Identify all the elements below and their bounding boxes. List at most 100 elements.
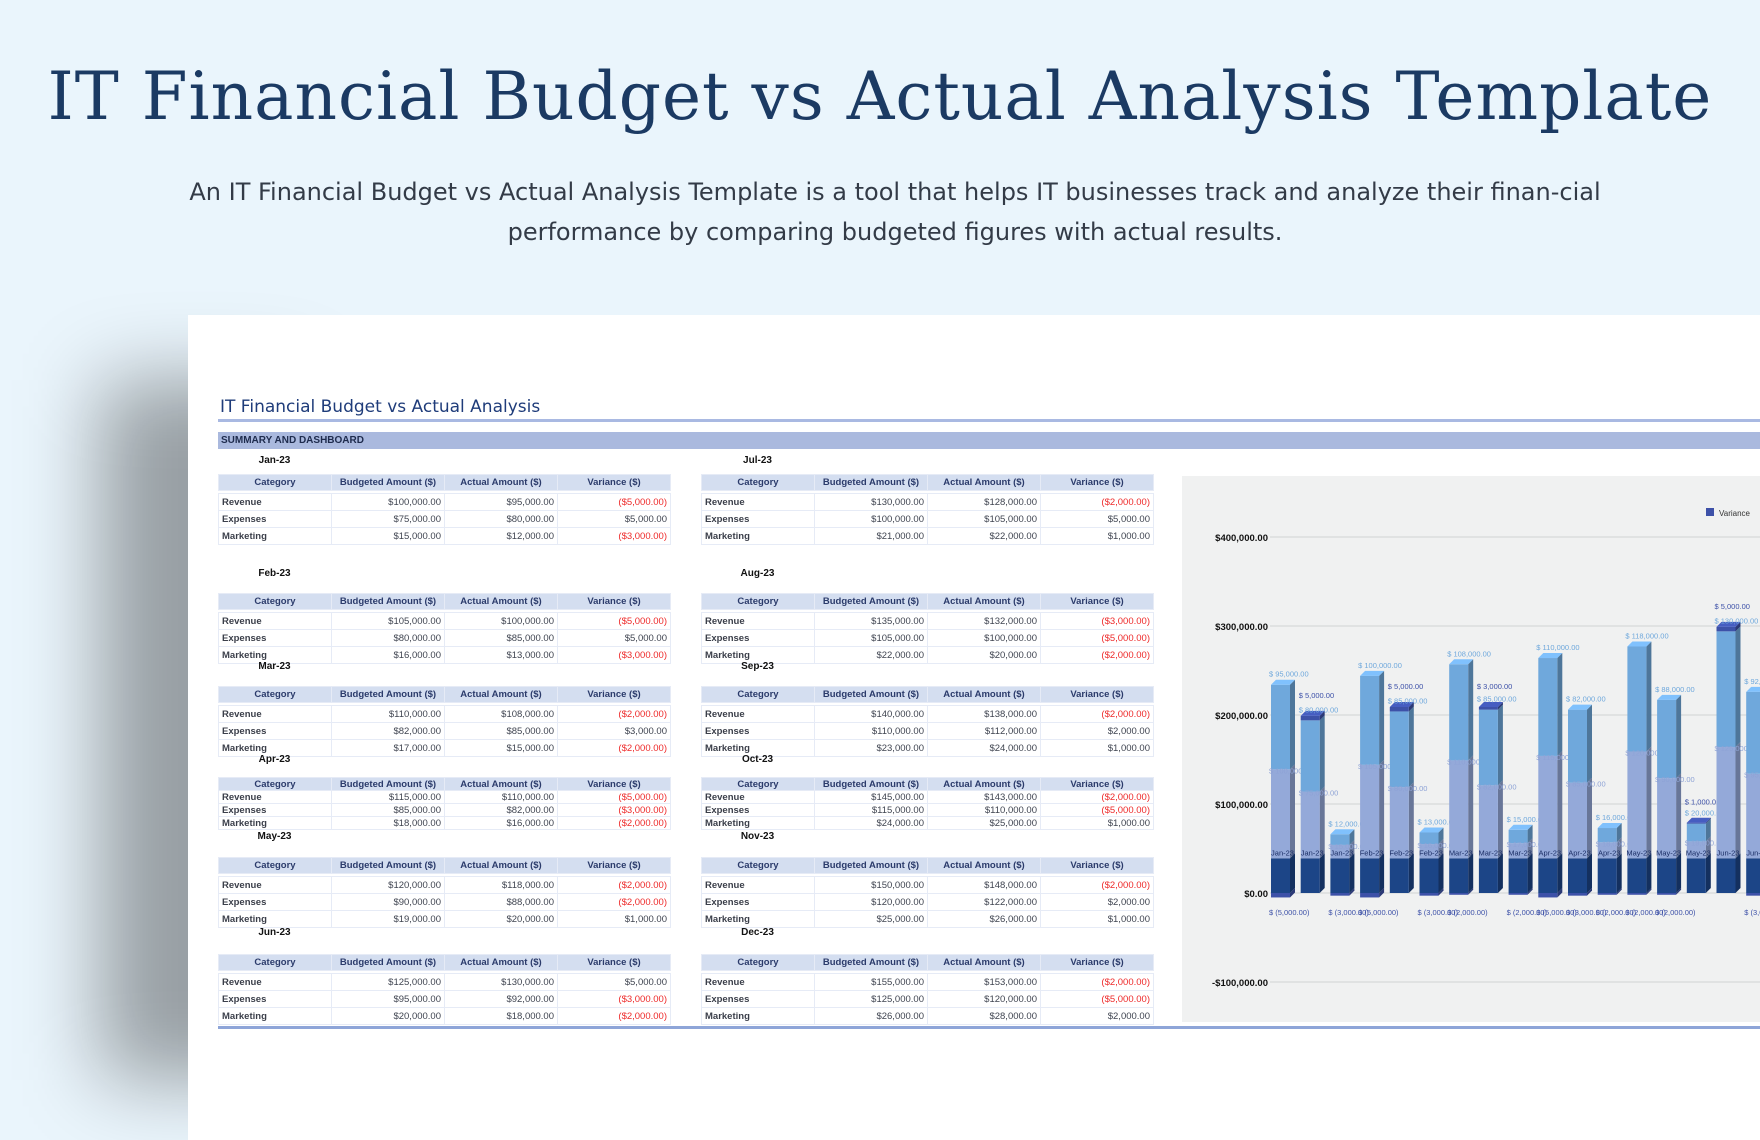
table-row: Revenue $130,000.00 $128,000.00 ($2,000.00) [701, 493, 1154, 511]
budget-cell: $150,000.00 [814, 876, 928, 894]
variance-cell: ($3,000.00) [557, 990, 671, 1008]
bar-month-label: Jun-23 [1717, 848, 1740, 857]
bar-month-label: Apr-23 [1598, 848, 1621, 857]
category-cell: Revenue [218, 493, 332, 511]
actual-cell: $92,000.00 [444, 990, 558, 1008]
month-label: Jan-23 [258, 455, 291, 466]
budget-data-label: $ 17,000.00 [1507, 840, 1547, 849]
bar-variance-top [1389, 701, 1414, 707]
category-cell: Expenses [218, 803, 332, 817]
bar-variance-side [1705, 817, 1711, 824]
column-header: Variance ($) [557, 474, 671, 491]
actual-data-label: $ 16,000.00 [1596, 813, 1636, 822]
bar-variance-side [1527, 888, 1533, 895]
actual-cell: $95,000.00 [444, 493, 558, 511]
budget-data-label: $ 75,000.00 [1299, 789, 1339, 798]
variance-cell: $5,000.00 [557, 510, 671, 528]
bar-variance [1449, 893, 1469, 895]
actual-data-label: $ 118,000.00 [1625, 631, 1668, 640]
budget-cell: $135,000.00 [814, 612, 928, 630]
bar-month [1597, 858, 1617, 893]
bar-budget [1538, 755, 1558, 859]
category-cell: Expenses [218, 629, 332, 647]
bar-actual [1568, 709, 1587, 783]
column-header: Budgeted Amount ($) [814, 686, 928, 703]
column-header: Actual Amount ($) [927, 857, 1041, 874]
category-cell: Revenue [218, 973, 332, 991]
column-header: Category [218, 857, 332, 874]
actual-cell: $132,000.00 [927, 612, 1041, 630]
column-header: Variance ($) [557, 686, 671, 703]
bar-month [1389, 858, 1409, 893]
budget-cell: $105,000.00 [331, 612, 445, 630]
actual-cell: $85,000.00 [444, 722, 558, 740]
table-row: Expenses $90,000.00 $88,000.00 ($2,000.00) [218, 893, 671, 911]
budget-cell: $125,000.00 [814, 990, 928, 1008]
budget-data-label: $ 15,000.00 [1328, 842, 1368, 851]
bar-budget-side [1290, 764, 1295, 859]
bar-actual [1627, 646, 1647, 752]
bar-month-side [1349, 853, 1355, 893]
actual-cell: $143,000.00 [927, 790, 1041, 804]
bar-month-side [1379, 853, 1385, 893]
variance-cell: $2,000.00 [1040, 893, 1154, 911]
variance-cell: ($2,000.00) [557, 816, 671, 830]
budget-data-label: $ 120,000.00 [1625, 748, 1669, 757]
variance-cell: $5,000.00 [557, 973, 671, 991]
bar-budget-side [1676, 773, 1682, 859]
variance-cell: ($5,000.00) [1040, 990, 1154, 1008]
variance-cell: $1,000.00 [557, 910, 671, 928]
bar-actual-side [1468, 659, 1474, 761]
column-header: Category [218, 954, 332, 971]
bar-month-label: Feb-23 [1360, 848, 1384, 857]
month-table: Category Budgeted Amount ($) Actual Amount… [218, 474, 671, 545]
category-cell: Expenses [218, 510, 332, 528]
actual-cell: $122,000.00 [927, 893, 1041, 911]
column-header: Category [701, 686, 815, 703]
bar-actual [1360, 675, 1380, 765]
bar-actual-top [1627, 641, 1652, 647]
y-tick-label: $300,000.00 [1215, 622, 1268, 633]
budget-data-label: $ 115,000.00 [1536, 753, 1579, 762]
bar-budget-side [1616, 837, 1622, 859]
bar-actual-top [1360, 670, 1385, 676]
bar-month [1746, 858, 1760, 893]
y-tick-label: -$100,000.00 [1212, 978, 1268, 989]
budget-cell: $15,000.00 [331, 527, 445, 545]
bar-variance [1419, 893, 1439, 896]
column-header: Budgeted Amount ($) [331, 686, 445, 703]
table-row: Expenses $120,000.00 $122,000.00 $2,000.00 [701, 893, 1154, 911]
budget-cell: $120,000.00 [814, 893, 928, 911]
table-header-row: Category Budgeted Amount ($) Actual Amount… [218, 857, 671, 874]
bar-budget [1360, 764, 1380, 859]
month-table: Category Budgeted Amount ($) Actual Amount… [218, 593, 671, 664]
actual-data-label: $ 85,000.00 [1477, 695, 1517, 704]
month-label: Jun-23 [258, 927, 291, 938]
column-header: Budgeted Amount ($) [331, 857, 445, 874]
bar-budget [1389, 787, 1409, 859]
section-header: SUMMARY AND DASHBOARD [218, 432, 1760, 449]
variance-data-label: $ (5,000.00) [1358, 908, 1399, 917]
budget-cell: $16,000.00 [331, 646, 445, 664]
bar-actual-side [1557, 653, 1563, 756]
column-header: Category [218, 686, 332, 703]
bar-budget [1419, 844, 1439, 859]
bar-budget [1568, 782, 1587, 859]
budget-data-label: $ 85,000.00 [1566, 780, 1606, 789]
budget-actual-chart: $400,000.00 $300,000.00 $200,000.00 $100,00… [1182, 476, 1760, 1022]
bar-month [1330, 858, 1350, 893]
bar-actual-side [1290, 679, 1295, 770]
actual-cell: $12,000.00 [444, 527, 558, 545]
column-header: Actual Amount ($) [444, 593, 558, 610]
actual-data-label: $ 92,000.00 [1744, 677, 1760, 686]
budget-cell: $20,000.00 [331, 1007, 445, 1025]
bar-actual [1449, 664, 1469, 761]
bar-month-label: May-23 [1626, 848, 1651, 857]
bar-variance [1657, 893, 1677, 895]
category-cell: Expenses [218, 722, 332, 740]
budget-cell: $80,000.00 [331, 629, 445, 647]
actual-cell: $24,000.00 [927, 739, 1041, 757]
bar-month [1508, 858, 1528, 893]
bar-actual-side [1735, 626, 1741, 748]
bar-month-label: Mar-23 [1449, 848, 1473, 857]
